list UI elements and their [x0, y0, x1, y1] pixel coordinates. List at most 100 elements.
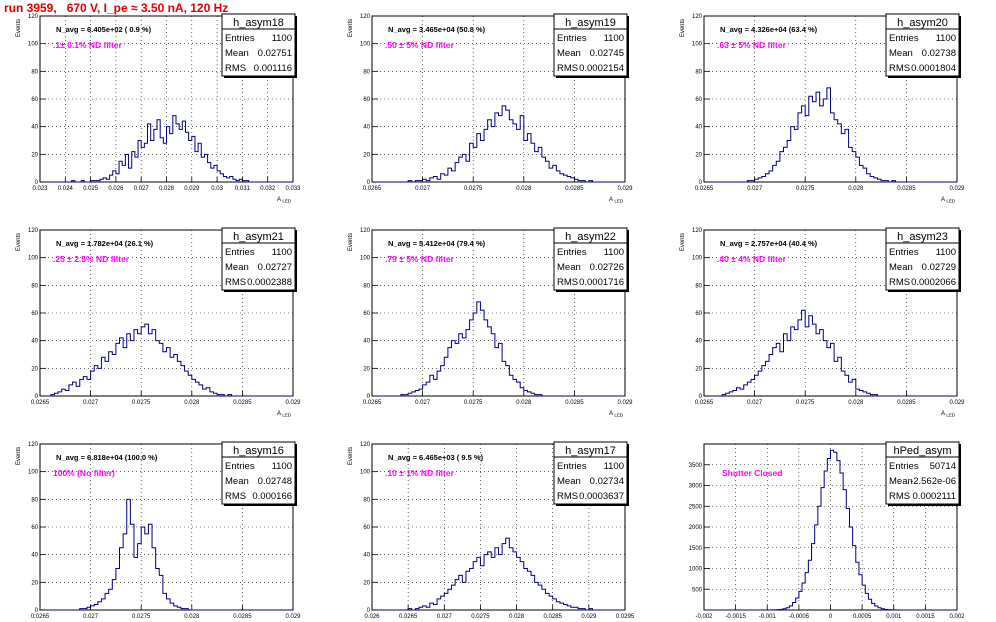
stat-label: Entries: [225, 247, 255, 258]
y-tick-label: 100: [360, 256, 371, 262]
y-tick-label: 80: [363, 69, 370, 75]
x-axis-title: A LED: [609, 411, 624, 418]
y-tick-label: 60: [363, 311, 370, 317]
x-tick-label: 0.028: [848, 186, 864, 192]
x-tick-label: 0.027: [83, 400, 99, 406]
y-tick-label: 20: [695, 152, 702, 158]
x-tick-label: 0.0285: [897, 400, 916, 406]
stat-label: Mean: [557, 262, 581, 273]
x-tick-label: 0.027: [415, 186, 431, 192]
y-axis-title: Events: [348, 233, 354, 251]
stat-value: 0.0003637: [579, 491, 624, 502]
stat-value: 0.0002066: [911, 277, 956, 288]
y-tick-label: 20: [31, 366, 38, 372]
x-tick-label: 0.028: [159, 186, 175, 192]
stat-label: Mean: [889, 48, 913, 59]
y-tick-label: 80: [695, 283, 702, 289]
x-tick-label: 0.0275: [464, 186, 483, 192]
x-tick-label: 0.0285: [233, 614, 252, 620]
y-tick-label: 100: [360, 42, 371, 48]
x-tick-label: -0.002: [695, 614, 713, 620]
y-tick-label: 1500: [689, 546, 703, 552]
stat-value: 0.0002154: [579, 63, 624, 74]
y-axis-title: Events: [348, 19, 354, 37]
y-tick-label: 100: [692, 42, 703, 48]
y-tick-label: 60: [363, 97, 370, 103]
x-tick-label: 0.03: [211, 186, 223, 192]
stat-value: 0.0001716: [579, 277, 624, 288]
y-tick-label: 100: [28, 256, 39, 262]
stat-label: Entries: [557, 33, 587, 44]
x-tick-label: 0.029: [949, 400, 965, 406]
y-tick-label: 40: [31, 553, 38, 559]
y-tick-label: 2500: [689, 504, 703, 510]
navg-label: N_avg = 4.326e+04 (63.4 %): [720, 25, 818, 34]
stat-label: RMS: [225, 491, 246, 502]
y-axis-title: Events: [16, 447, 22, 465]
y-tick-label: 20: [31, 580, 38, 586]
x-tick-label: 0.033: [285, 186, 301, 192]
stats-box: [885, 441, 960, 505]
histogram-name: h_asym20: [897, 17, 948, 29]
y-tick-label: 500: [692, 587, 703, 593]
x-tick-label: 0.0275: [464, 400, 483, 406]
y-tick-label: 0: [699, 394, 703, 400]
filter-annotation: Shutter Closed: [722, 468, 782, 478]
stat-value: 1100: [604, 247, 624, 258]
x-tick-label: 0.029: [184, 186, 200, 192]
stat-value: 1100: [272, 247, 292, 258]
x-tick-label: 0.029: [949, 186, 965, 192]
y-tick-label: 40: [363, 125, 370, 131]
stat-label: Mean: [557, 48, 581, 59]
x-tick-label: 0.0265: [31, 400, 50, 406]
y-tick-label: 40: [363, 553, 370, 559]
y-tick-label: 60: [695, 311, 702, 317]
stat-label: RMS: [889, 491, 910, 502]
y-tick-label: 120: [360, 14, 371, 20]
y-tick-label: 0: [35, 394, 39, 400]
y-tick-label: 100: [28, 42, 39, 48]
histogram-line: [372, 537, 625, 611]
x-tick-label: 0.028: [848, 400, 864, 406]
stat-label: RMS: [557, 63, 578, 74]
x-tick-label: 0.028: [509, 614, 525, 620]
stats-box: [553, 227, 628, 291]
stat-value: 0.0002388: [247, 277, 292, 288]
histogram-line: [704, 87, 957, 183]
y-tick-label: 3500: [689, 463, 703, 469]
x-tick-label: 0.027: [83, 614, 99, 620]
stat-value: 1100: [936, 247, 956, 258]
y-tick-label: 1000: [689, 567, 703, 573]
y-tick-label: 120: [692, 228, 703, 234]
stat-value: 1100: [604, 33, 624, 44]
stat-label: Mean: [225, 476, 249, 487]
y-axis-title: Events: [16, 233, 22, 251]
y-axis-title: Events: [348, 447, 354, 465]
stat-label: RMS: [889, 63, 910, 74]
stat-label: Entries: [557, 247, 587, 258]
y-tick-label: 80: [31, 283, 38, 289]
stat-label: RMS: [225, 63, 246, 74]
y-axis-title: Events: [16, 19, 22, 37]
stat-value: 0.000166: [252, 491, 292, 502]
y-tick-label: 60: [31, 311, 38, 317]
y-tick-label: 2000: [689, 525, 703, 531]
stat-label: Mean: [225, 48, 249, 59]
x-tick-label: 0.0275: [132, 614, 151, 620]
histogram-name: h_asym16: [233, 445, 284, 457]
x-axis-title: A LED: [941, 197, 956, 204]
histogram-line: [40, 115, 293, 183]
x-tick-label: 0.0285: [233, 400, 252, 406]
stat-value: 1100: [604, 461, 624, 472]
filter-annotation: 100% (No filter): [53, 468, 115, 478]
stat-label: RMS: [557, 491, 578, 502]
y-tick-label: 0: [35, 608, 39, 614]
navg-label: N_avg = 6.405e+02 ( 0.9 %): [56, 25, 152, 34]
x-tick-label: 0.028: [516, 186, 532, 192]
histogram-name: hPed_asym: [893, 445, 951, 457]
x-tick-label: 0.0265: [363, 186, 382, 192]
y-tick-label: 80: [31, 497, 38, 503]
stat-label: Mean: [557, 476, 581, 487]
stat-label: RMS: [557, 277, 578, 288]
